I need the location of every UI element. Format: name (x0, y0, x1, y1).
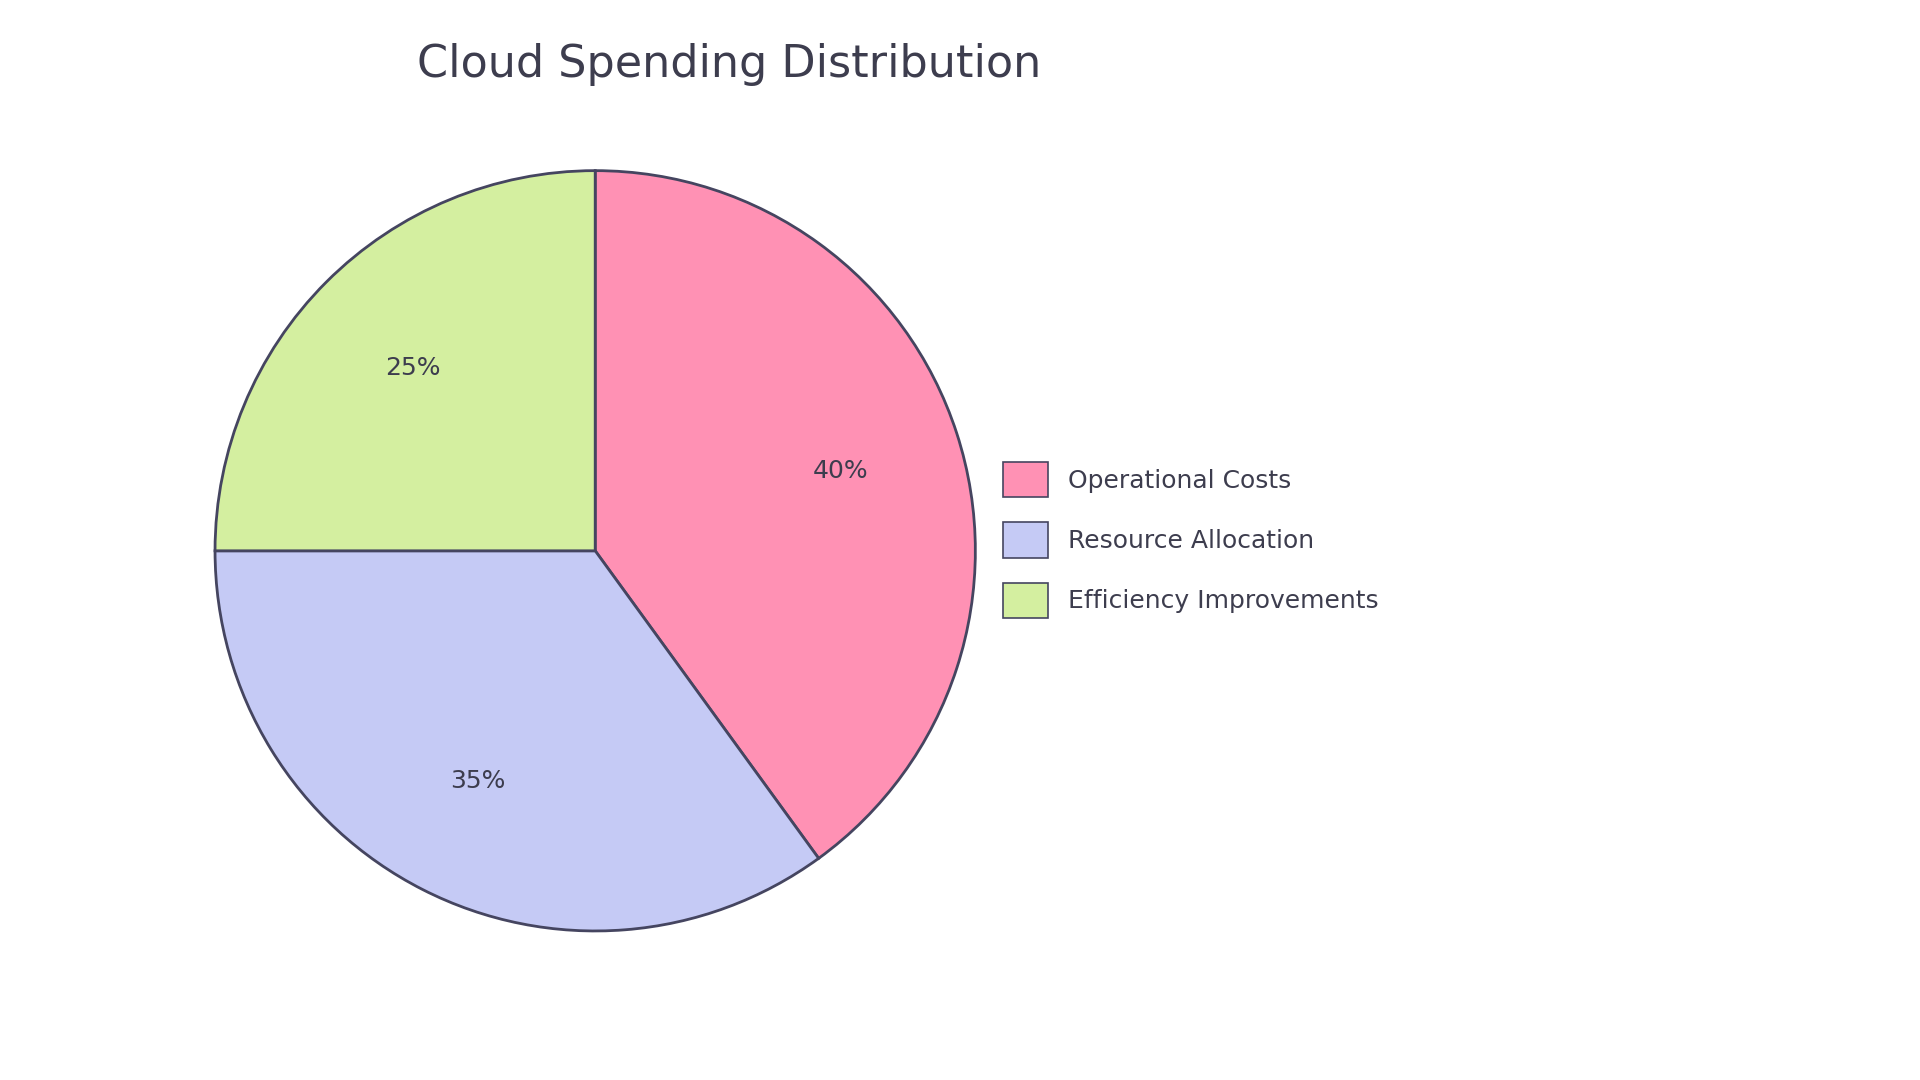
Text: 25%: 25% (384, 356, 440, 380)
Text: 40%: 40% (814, 459, 870, 483)
Wedge shape (215, 551, 818, 931)
Wedge shape (595, 171, 975, 859)
Legend: Operational Costs, Resource Allocation, Efficiency Improvements: Operational Costs, Resource Allocation, … (991, 449, 1390, 631)
Text: 35%: 35% (449, 769, 505, 793)
Text: Cloud Spending Distribution: Cloud Spending Distribution (417, 43, 1043, 86)
Wedge shape (215, 171, 595, 551)
